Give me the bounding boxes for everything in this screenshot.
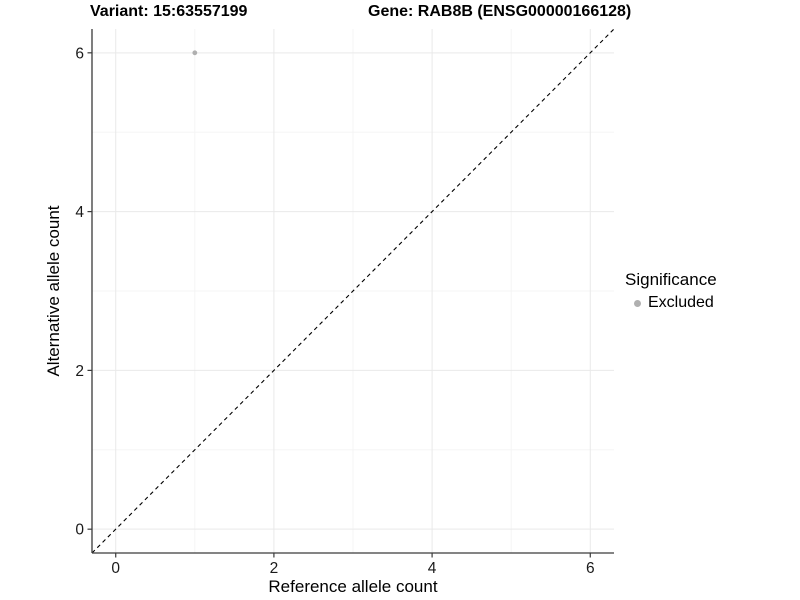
legend-title: Significance <box>625 270 717 289</box>
data-point <box>192 50 198 56</box>
legend: Significance Excluded <box>625 269 717 312</box>
x-tick-label: 2 <box>270 560 279 577</box>
x-tick-label: 6 <box>586 560 595 577</box>
legend-item-excluded: Excluded <box>625 294 717 312</box>
x-tick-label: 4 <box>428 560 437 577</box>
y-axis-title: Alternative allele count <box>44 205 63 377</box>
excluded-point-swatch-icon <box>634 299 641 307</box>
legend-item-label: Excluded <box>648 294 714 311</box>
plot-title-gene: Gene: RAB8B (ENSG00000166128) <box>368 3 632 20</box>
identity-line <box>91 28 615 554</box>
y-tick-label: 0 <box>75 522 84 539</box>
y-tick-label: 4 <box>75 204 84 221</box>
y-tick-label: 6 <box>75 45 84 62</box>
x-tick-label: 0 <box>111 560 120 577</box>
y-tick-label: 2 <box>75 363 84 380</box>
x-axis-title: Reference allele count <box>268 577 438 596</box>
plot-title-variant: Variant: 15:63557199 <box>90 3 248 20</box>
